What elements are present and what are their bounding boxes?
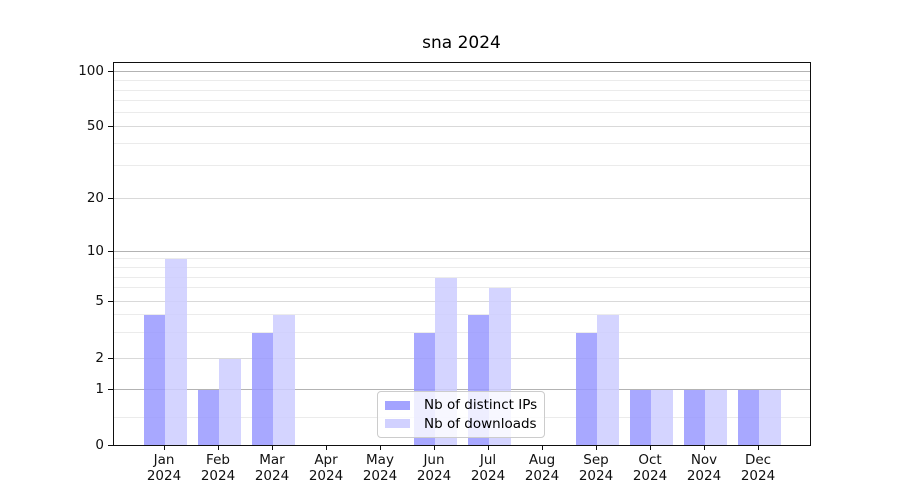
gridline — [114, 100, 810, 101]
gridline — [114, 198, 810, 199]
x-tick-mark — [217, 446, 219, 450]
x-tick-mark — [163, 446, 165, 450]
x-tick-label: Apr 2024 — [308, 452, 344, 484]
x-tick-label: May 2024 — [362, 452, 398, 484]
gridline — [114, 332, 810, 333]
y-tick-label: 0 — [95, 437, 104, 453]
x-tick-label: Sep 2024 — [578, 452, 614, 484]
y-tick-mark — [108, 388, 113, 390]
x-tick-label: Oct 2024 — [632, 452, 668, 484]
gridline — [114, 126, 810, 127]
x-tick-label: Dec 2024 — [740, 452, 776, 484]
x-tick-label: Aug 2024 — [524, 452, 560, 484]
y-tick-mark — [108, 70, 113, 72]
x-tick-label: Feb 2024 — [200, 452, 236, 484]
y-tick-label: 5 — [95, 293, 104, 309]
x-tick-label: Jun 2024 — [416, 452, 452, 484]
gridline — [114, 80, 810, 81]
legend-label-downloads: Nb of downloads — [424, 415, 537, 432]
plot-area — [113, 62, 811, 446]
gridline — [114, 90, 810, 91]
y-tick-mark — [108, 250, 113, 252]
bar-feb-distinct-ips — [197, 390, 219, 445]
gridline — [114, 258, 810, 259]
bar-sep-downloads — [597, 315, 619, 445]
y-tick-mark — [108, 444, 113, 446]
legend-label-distinct-ips: Nb of distinct IPs — [424, 397, 538, 414]
legend-swatch-distinct-ips — [385, 400, 410, 410]
bar-jan-downloads — [165, 259, 187, 445]
bar-sep-distinct-ips — [575, 333, 597, 445]
bar-dec-distinct-ips — [737, 390, 759, 445]
gridline — [114, 165, 810, 166]
y-tick-label: 20 — [86, 190, 104, 206]
gridline — [114, 301, 810, 302]
x-tick-label: Mar 2024 — [254, 452, 290, 484]
x-tick-mark — [757, 446, 759, 450]
bar-oct-distinct-ips — [629, 390, 651, 445]
x-tick-mark — [487, 446, 489, 450]
y-tick-label: 2 — [95, 350, 104, 366]
x-tick-mark — [649, 446, 651, 450]
y-tick-mark — [108, 357, 113, 359]
x-tick-mark — [703, 446, 705, 450]
bar-mar-downloads — [273, 315, 295, 445]
x-tick-mark — [271, 446, 273, 450]
y-tick-mark — [108, 300, 113, 302]
bar-nov-distinct-ips — [683, 390, 705, 445]
gridline — [114, 251, 810, 252]
bar-nov-downloads — [705, 390, 727, 445]
gridline — [114, 389, 810, 390]
bar-feb-downloads — [219, 359, 241, 445]
bar-mar-distinct-ips — [251, 333, 273, 445]
x-tick-label: Jul 2024 — [470, 452, 506, 484]
bar-dec-downloads — [759, 390, 781, 445]
gridline — [114, 143, 810, 144]
x-tick-mark — [379, 446, 381, 450]
gridline — [114, 112, 810, 113]
y-tick-label: 1 — [95, 381, 104, 397]
legend-item-distinct-ips: Nb of distinct IPs — [385, 396, 537, 415]
x-tick-label: Nov 2024 — [686, 452, 722, 484]
y-tick-label: 50 — [86, 118, 104, 134]
gridline — [114, 287, 810, 288]
bar-jan-distinct-ips — [143, 315, 165, 445]
legend: Nb of distinct IPs Nb of downloads — [377, 391, 545, 438]
gridline — [114, 358, 810, 359]
x-tick-mark — [541, 446, 543, 450]
gridline — [114, 314, 810, 315]
y-tick-label: 10 — [86, 243, 104, 259]
y-tick-label: 100 — [78, 63, 104, 79]
gridline — [114, 71, 810, 72]
x-tick-mark — [595, 446, 597, 450]
legend-swatch-downloads — [385, 419, 410, 429]
legend-item-downloads: Nb of downloads — [385, 415, 537, 434]
x-tick-mark — [325, 446, 327, 450]
y-tick-mark — [108, 125, 113, 127]
chart-title: sna 2024 — [422, 33, 501, 53]
gridline — [114, 277, 810, 278]
gridline — [114, 267, 810, 268]
bar-oct-downloads — [651, 390, 673, 445]
y-tick-mark — [108, 197, 113, 199]
x-tick-mark — [433, 446, 435, 450]
x-tick-label: Jan 2024 — [146, 452, 182, 484]
